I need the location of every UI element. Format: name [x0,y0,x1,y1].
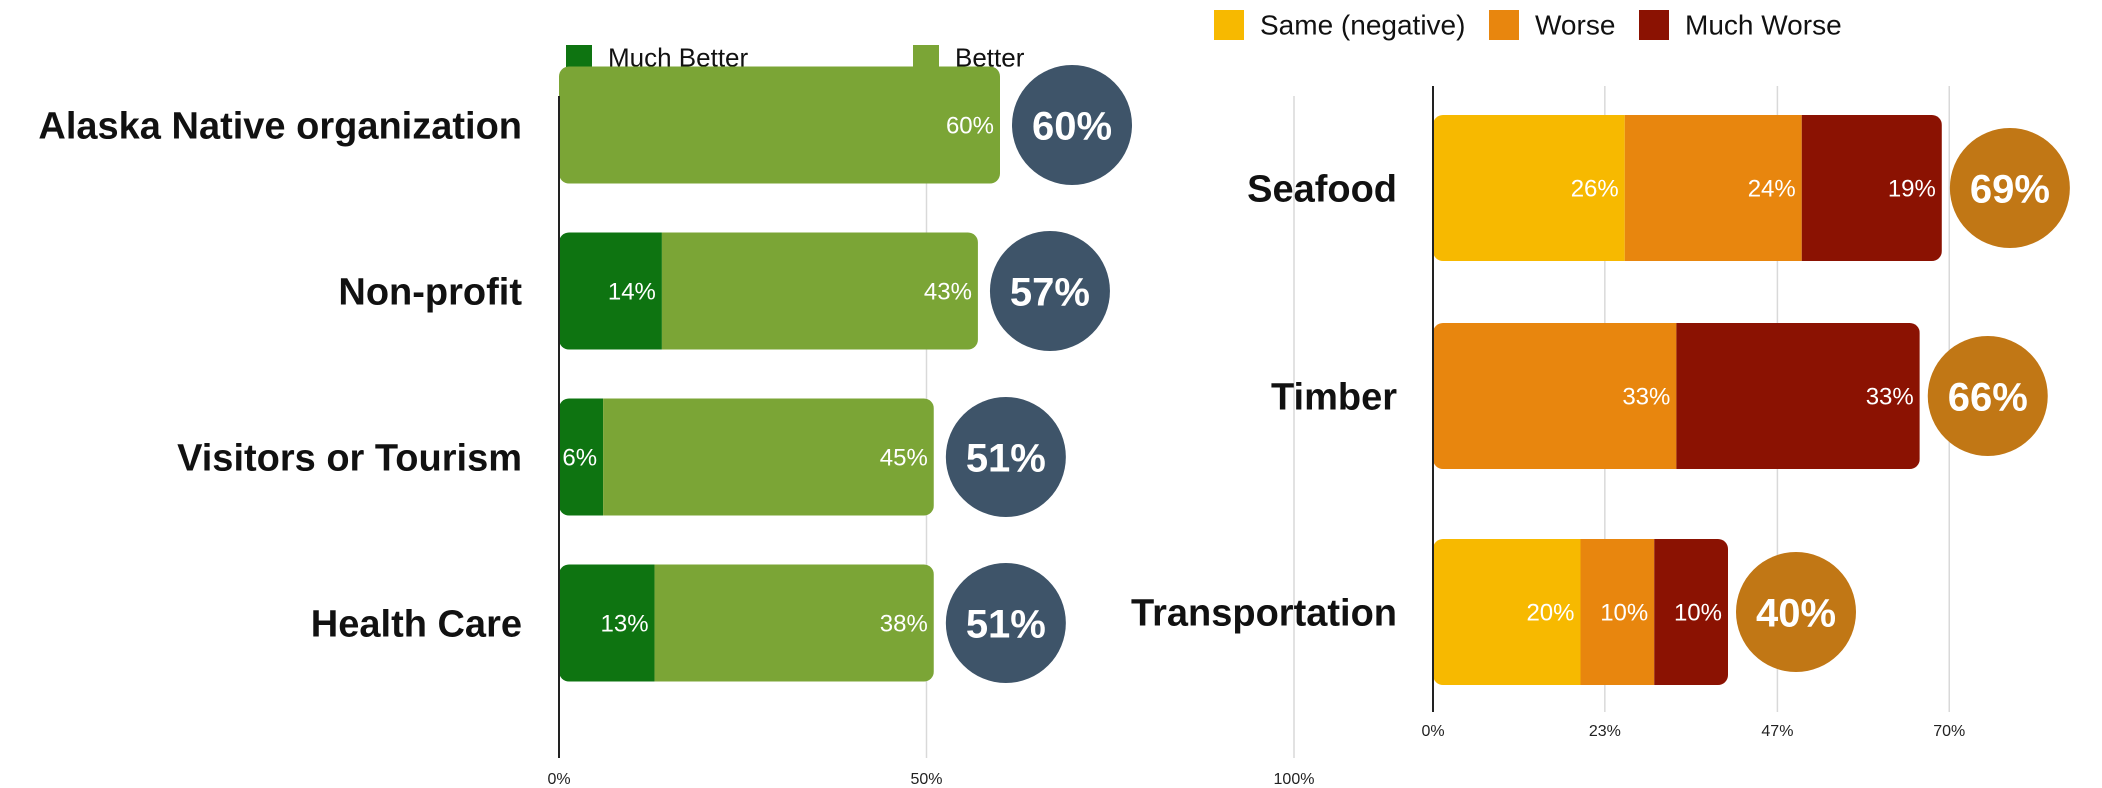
bar-segment-better [559,66,1000,184]
bar-group [559,232,978,350]
total-badge [945,397,1066,517]
bar-segment-much-better [559,564,655,682]
right-chart: 0% 23% 47% 70% Same (negative) Worse Much Wors… [1131,10,2070,740]
bar-segment-worse [1580,539,1655,685]
bar-segment-worse [1624,115,1802,261]
bar-segment-worse [1433,323,1677,469]
bar-group [559,66,1000,184]
data-label: 10% [1600,600,1648,627]
category-label: Health Care [311,604,522,646]
bar-segment-much-better [559,398,604,516]
category-label: Seafood [1247,169,1397,211]
legend-label: Much Worse [1685,10,1842,41]
category-label: Non-profit [338,272,522,314]
x-tick-label: 100% [1274,771,1315,788]
bar-group [1433,115,1942,261]
x-tick-label: 50% [910,771,942,788]
bar-segment-same-negative- [1433,539,1581,685]
x-tick-label: 47% [1761,723,1793,740]
bar-segment-much-worse [1676,323,1920,469]
total-badge-label: 40% [1756,591,1836,635]
data-label: 24% [1748,176,1796,203]
category-label: Alaska Native organization [38,106,522,148]
legend-swatch [1639,10,1669,40]
total-badge [1927,336,2048,456]
bar-segment-much-worse [1801,115,1942,261]
bar-segment-much-worse [1654,539,1728,685]
data-label: 45% [880,445,928,472]
x-tick-label: 23% [1589,723,1621,740]
bar-group [1433,323,1920,469]
legend-label: Worse [1535,10,1615,41]
total-badge-label: 66% [1948,375,2028,419]
bar-segment-same-negative- [1433,115,1625,261]
legend-swatch [1214,10,1244,40]
data-label: 6% [562,445,597,472]
data-label: 10% [1674,600,1722,627]
category-label: Visitors or Tourism [177,438,522,480]
legend-label: Same (negative) [1260,10,1465,41]
data-label: 43% [924,279,972,306]
data-label: 26% [1571,176,1619,203]
total-badge-label: 57% [1010,270,1090,314]
bar-segment-better [654,564,934,682]
bar-group [559,564,934,682]
total-badge [1949,128,2070,248]
category-label: Timber [1271,377,1397,419]
total-badge [989,231,1110,351]
x-tick-label: 0% [1421,723,1444,740]
legend-swatch [1489,10,1519,40]
total-badge-label: 60% [1032,104,1112,148]
total-badge-label: 69% [1970,167,2050,211]
data-label: 33% [1622,384,1670,411]
data-label: 38% [880,611,928,638]
data-label: 20% [1526,600,1574,627]
data-label: 13% [601,611,649,638]
bar-segment-much-better [559,232,662,350]
total-badge-label: 51% [966,602,1046,646]
bar-group [559,398,934,516]
category-label: Transportation [1131,593,1397,635]
data-label: 19% [1888,176,1936,203]
x-tick-label: 70% [1933,723,1965,740]
bar-segment-better [603,398,934,516]
total-badge [1736,552,1856,672]
bar-segment-better [661,232,978,350]
total-badge [1012,65,1132,185]
data-label: 33% [1866,384,1914,411]
x-tick-label: 0% [547,771,570,788]
data-label: 14% [608,279,656,306]
total-badge-label: 51% [966,436,1046,480]
total-badge [945,563,1066,683]
bar-group [1433,539,1728,685]
data-label: 60% [946,113,994,140]
